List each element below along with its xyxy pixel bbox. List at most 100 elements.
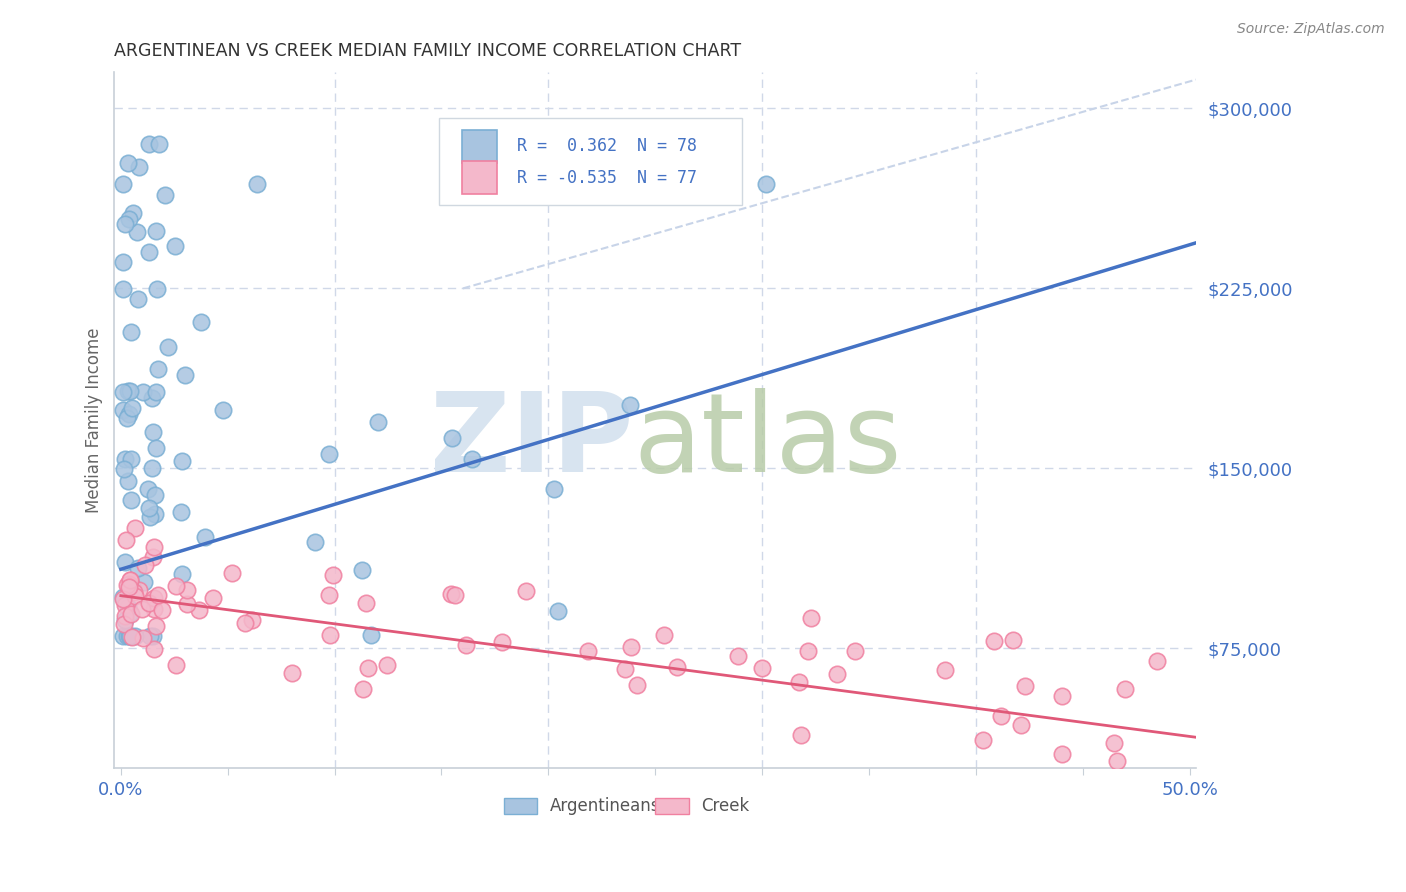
Point: [233, 615, 256, 630]
Point: [120, 452, 142, 467]
Point: [139, 630, 162, 644]
Point: [111, 592, 134, 607]
Point: [318, 628, 340, 642]
Bar: [461, 129, 498, 163]
Point: [115, 410, 138, 425]
Point: [1010, 718, 1032, 732]
Point: [111, 403, 134, 417]
Point: [148, 137, 170, 152]
Point: [127, 560, 149, 574]
Point: [141, 391, 163, 405]
Point: [120, 573, 142, 587]
Point: [138, 137, 160, 152]
Point: [136, 483, 159, 497]
Point: [111, 282, 134, 296]
Point: [124, 630, 146, 644]
Point: [352, 562, 374, 576]
Bar: [503, 798, 537, 814]
Point: [322, 568, 344, 582]
Point: [143, 602, 166, 616]
Point: [155, 188, 177, 202]
Point: [138, 596, 160, 610]
Point: [1146, 655, 1168, 669]
Point: [1107, 754, 1129, 768]
Point: [118, 606, 141, 620]
Point: [190, 315, 212, 329]
Point: [280, 666, 302, 681]
Point: [844, 643, 866, 657]
Point: [120, 630, 142, 644]
Point: [117, 156, 139, 170]
Point: [121, 579, 143, 593]
Point: [176, 582, 198, 597]
Point: [117, 474, 139, 488]
Point: [138, 510, 160, 524]
Point: [118, 384, 141, 398]
Point: [115, 578, 138, 592]
Point: [118, 212, 141, 227]
Point: [972, 733, 994, 747]
Point: [454, 638, 477, 652]
Text: R =  0.362  N = 78: R = 0.362 N = 78: [517, 137, 697, 155]
Point: [146, 282, 169, 296]
Point: [547, 604, 569, 618]
Point: [141, 461, 163, 475]
Point: [132, 384, 155, 399]
Point: [143, 591, 166, 605]
Point: [134, 558, 156, 573]
Point: [121, 607, 143, 621]
Point: [118, 573, 141, 587]
Point: [115, 630, 138, 644]
Point: [142, 425, 165, 440]
Point: [174, 368, 197, 382]
Bar: [655, 798, 689, 814]
Point: [1052, 689, 1074, 703]
Point: [515, 584, 537, 599]
Point: [751, 661, 773, 675]
Point: [132, 632, 155, 646]
Point: [121, 401, 143, 415]
Point: [1014, 680, 1036, 694]
Point: [789, 674, 811, 689]
Point: [117, 599, 139, 614]
Point: [613, 662, 636, 676]
Point: [166, 658, 188, 673]
Point: [145, 619, 167, 633]
Point: [127, 225, 149, 239]
Point: [124, 589, 146, 603]
Point: [360, 628, 382, 642]
Point: [112, 255, 135, 269]
Point: [118, 580, 141, 594]
Point: [146, 362, 169, 376]
Point: [111, 630, 134, 644]
Point: [440, 587, 463, 601]
Point: [120, 326, 142, 340]
Point: [357, 661, 380, 675]
Point: [460, 452, 482, 467]
Point: [111, 177, 134, 191]
Point: [114, 217, 136, 231]
Text: ZIP: ZIP: [430, 388, 634, 495]
Point: [114, 452, 136, 467]
Point: [143, 642, 166, 657]
Point: [221, 566, 243, 580]
Point: [576, 644, 599, 658]
Point: [188, 603, 211, 617]
Point: [170, 454, 193, 468]
Point: [156, 340, 179, 354]
Point: [150, 603, 173, 617]
Point: [797, 643, 820, 657]
Point: [201, 591, 224, 605]
Point: [934, 664, 956, 678]
Point: [145, 224, 167, 238]
Point: [318, 447, 340, 461]
Point: [491, 634, 513, 648]
Point: [114, 555, 136, 569]
Point: [352, 681, 374, 696]
Point: [121, 206, 143, 220]
Point: [666, 659, 689, 673]
Point: [626, 677, 648, 691]
Point: [142, 549, 165, 564]
Y-axis label: Median Family Income: Median Family Income: [86, 327, 103, 513]
Point: [145, 441, 167, 455]
